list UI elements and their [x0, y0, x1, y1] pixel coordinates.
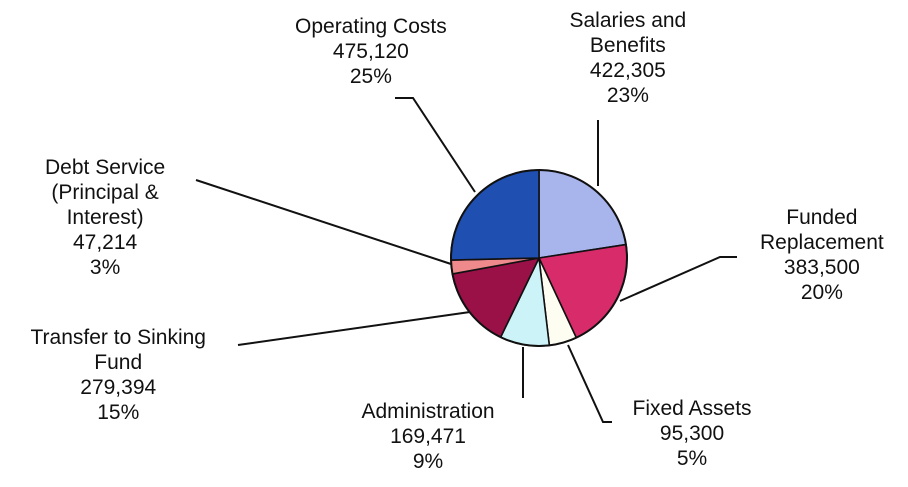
slice-label-salaries-and-benefits: Salaries and Benefits 422,305 23%	[570, 8, 687, 108]
slice-name-line: Replacement	[760, 231, 884, 254]
slice-percent: 23%	[606, 84, 649, 107]
slice-value: 47,214	[72, 231, 138, 254]
slice-name-line: (Principal &	[51, 181, 159, 204]
slice-percent: 20%	[800, 281, 843, 304]
slice-label-operating-costs: Operating Costs 475,120 25%	[295, 14, 447, 89]
pie-slice-operating-costs	[450, 169, 540, 261]
slice-value: 279,394	[80, 376, 157, 399]
slice-name-line: Debt Service	[45, 156, 166, 179]
slice-label-debt-service-principal-interest: Debt Service (Principal & Interest) 47,214 3…	[45, 155, 165, 280]
leader-line-transfer-to-sinking-fund	[237, 311, 471, 346]
leader-line-operating-costs	[395, 97, 476, 193]
slice-value: 475,120	[332, 40, 409, 63]
slice-value: 383,500	[783, 256, 860, 279]
slice-value: 422,305	[589, 59, 666, 82]
slice-percent: 25%	[349, 65, 392, 88]
slice-name-line: Fund	[94, 351, 143, 374]
pie-outline	[450, 169, 628, 347]
slice-label-funded-replacement: Funded Replacement 383,500 20%	[760, 205, 884, 305]
slice-value: 169,471	[390, 425, 466, 448]
slice-name-line: Interest)	[66, 206, 144, 229]
slice-name-line: Administration	[361, 400, 495, 423]
slice-name-line: Benefits	[589, 34, 666, 57]
slice-percent: 5%	[676, 447, 708, 470]
slice-percent: 3%	[89, 256, 121, 279]
leader-line-debt-service-principal-interest	[195, 179, 452, 265]
slice-name-line: Transfer to Sinking	[30, 326, 206, 349]
slice-label-fixed-assets: Fixed Assets 95,300 5%	[633, 396, 752, 471]
slice-label-administration: Administration 169,471 9%	[362, 399, 495, 474]
slice-name-line: Fixed Assets	[632, 397, 752, 420]
slice-name-line: Funded	[786, 206, 858, 229]
slice-value: 95,300	[659, 422, 725, 445]
slice-label-transfer-to-sinking-fund: Transfer to Sinking Fund 279,394 15%	[31, 325, 206, 425]
slice-name-line: Salaries and	[569, 9, 687, 32]
pie-slice-salaries-and-benefits	[538, 169, 627, 259]
leader-line-fixed-assets	[567, 344, 612, 423]
slice-percent: 9%	[412, 450, 444, 473]
leader-line-funded-replacement	[619, 256, 737, 302]
slice-name-line: Operating Costs	[295, 15, 447, 38]
slice-percent: 15%	[97, 401, 140, 424]
